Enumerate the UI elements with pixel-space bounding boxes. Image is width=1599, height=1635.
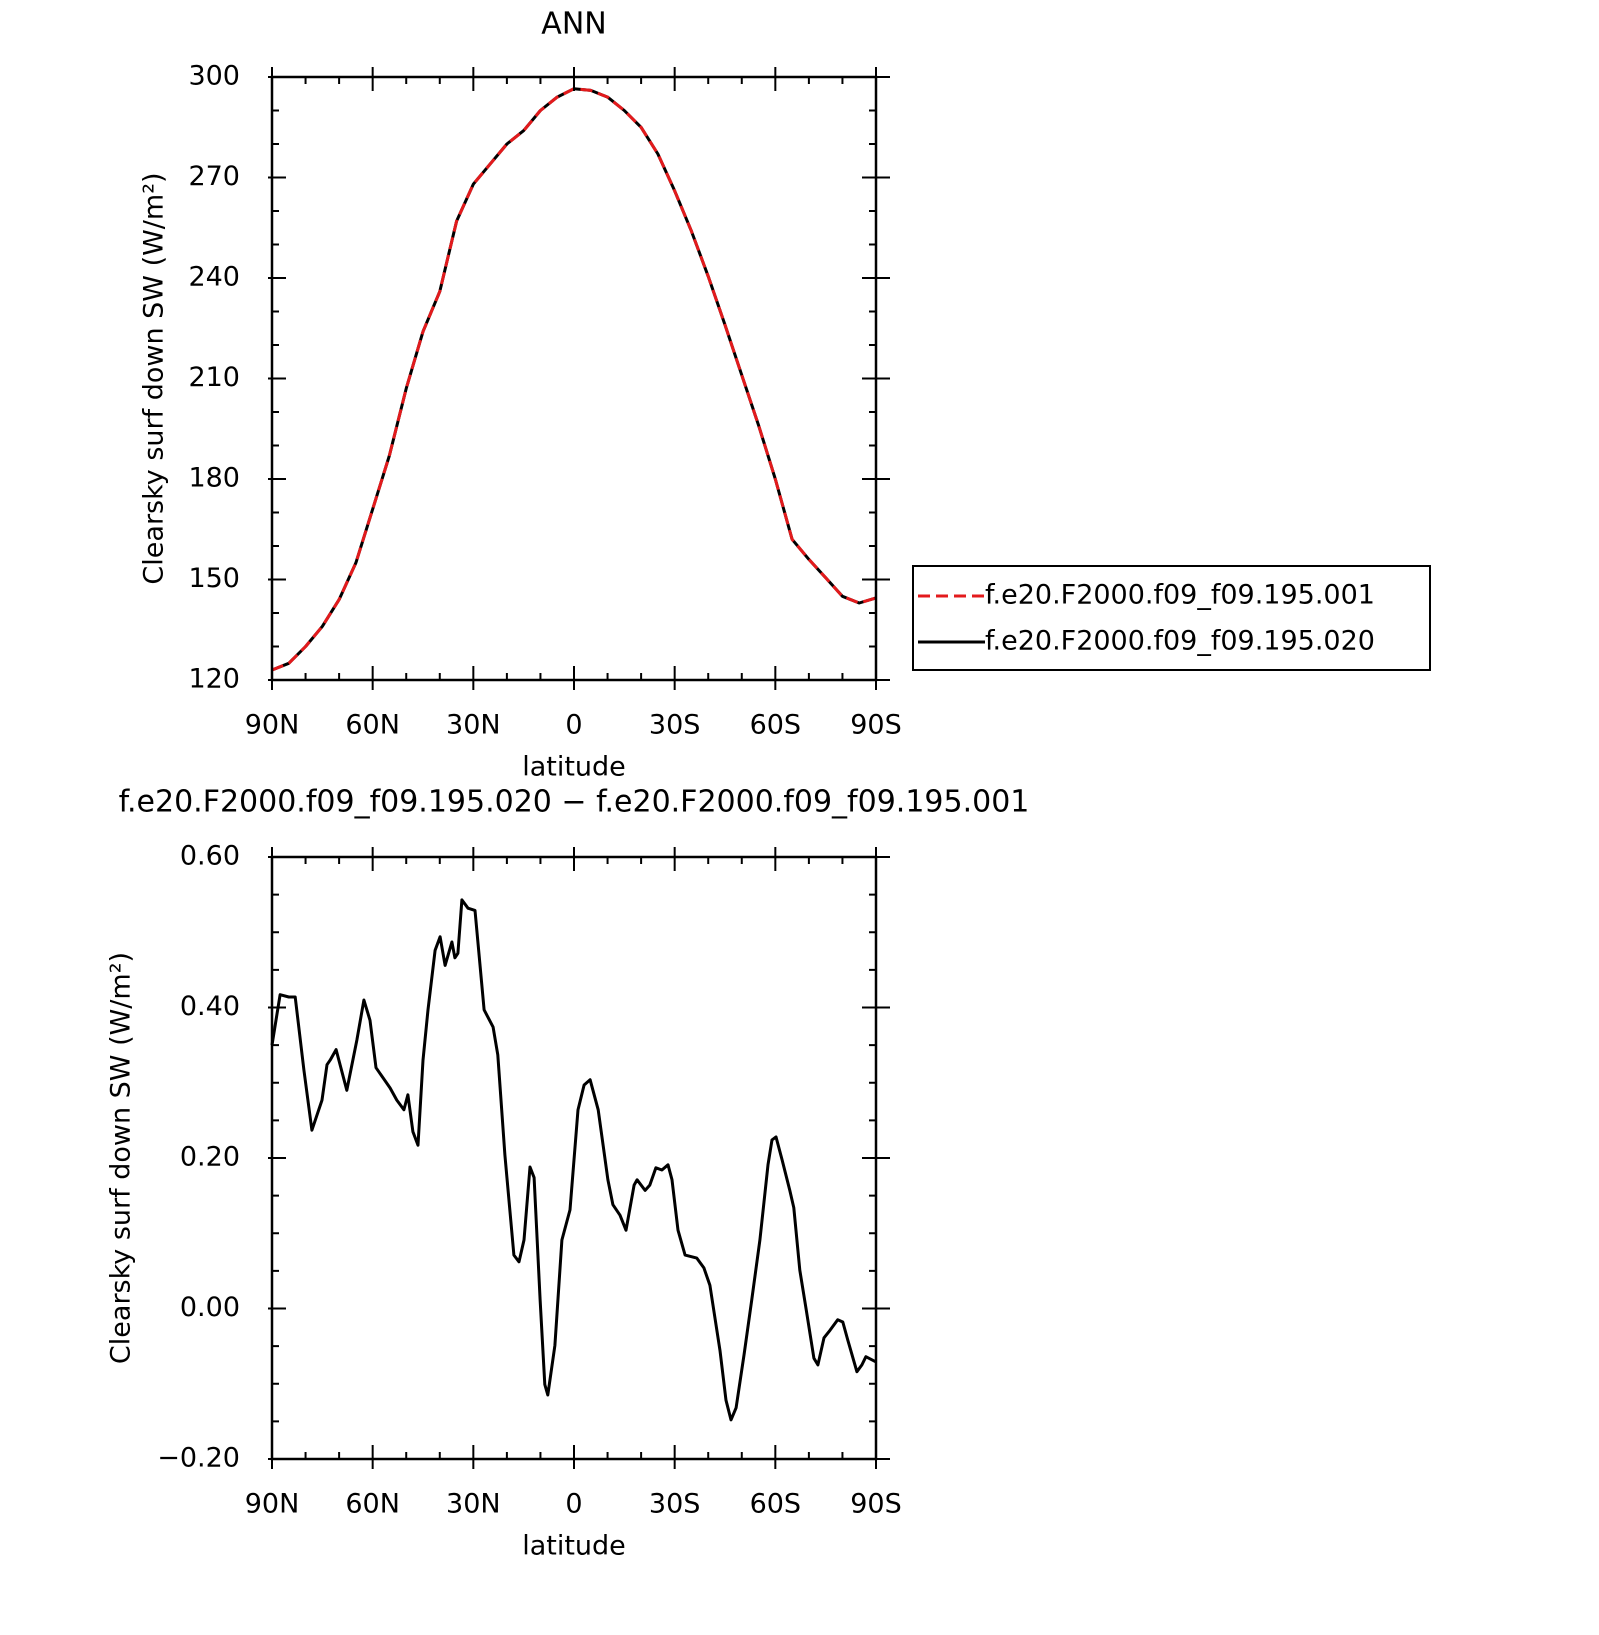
x-tick-label: 30N bbox=[446, 1489, 501, 1520]
x-tick-label: 90S bbox=[850, 1489, 902, 1520]
y-tick-label: 0.60 bbox=[180, 841, 240, 872]
x-axis-label: latitude bbox=[522, 752, 626, 783]
x-tick-label: 90N bbox=[245, 710, 300, 741]
plot-frame bbox=[270, 75, 878, 682]
x-tick-label: 0 bbox=[565, 1489, 582, 1520]
y-tick-label: −0.20 bbox=[157, 1443, 240, 1474]
series-line bbox=[271, 87, 877, 672]
legend-box bbox=[912, 565, 1431, 671]
y-tick-label: 150 bbox=[188, 563, 240, 594]
chart-title: ANN bbox=[541, 7, 606, 42]
x-tick-label: 90N bbox=[245, 1489, 300, 1520]
y-tick-label: 240 bbox=[188, 262, 240, 293]
x-tick-label: 90S bbox=[850, 710, 902, 741]
y-tick-label: 0.40 bbox=[180, 991, 240, 1022]
y-axis-label: Clearsky surf down SW (W/m²) bbox=[106, 952, 137, 1364]
y-tick-label: 210 bbox=[188, 362, 240, 393]
x-tick-label: 30N bbox=[446, 710, 501, 741]
x-tick-label: 60N bbox=[345, 710, 400, 741]
series-line bbox=[271, 87, 877, 672]
x-tick-label: 30S bbox=[649, 710, 701, 741]
x-tick-label: 60N bbox=[345, 1489, 400, 1520]
chart-title: f.e20.F2000.f09_f09.195.020 − f.e20.F200… bbox=[119, 785, 1030, 820]
legend-label: f.e20.F2000.f09_f09.195.001 bbox=[985, 580, 1375, 611]
x-tick-label: 60S bbox=[750, 1489, 802, 1520]
y-tick-label: 180 bbox=[188, 463, 240, 494]
x-axis-label: latitude bbox=[522, 1531, 626, 1562]
series-line bbox=[270, 898, 877, 1422]
y-tick-label: 270 bbox=[188, 161, 240, 192]
y-tick-label: 300 bbox=[188, 61, 240, 92]
y-tick-label: 120 bbox=[188, 664, 240, 695]
x-tick-label: 30S bbox=[649, 1489, 701, 1520]
x-tick-label: 0 bbox=[565, 710, 582, 741]
y-axis-label: Clearsky surf down SW (W/m²) bbox=[139, 172, 170, 584]
y-tick-label: 0.00 bbox=[180, 1292, 240, 1323]
y-tick-label: 0.20 bbox=[180, 1142, 240, 1173]
legend-label: f.e20.F2000.f09_f09.195.020 bbox=[985, 626, 1375, 657]
x-tick-label: 60S bbox=[750, 710, 802, 741]
